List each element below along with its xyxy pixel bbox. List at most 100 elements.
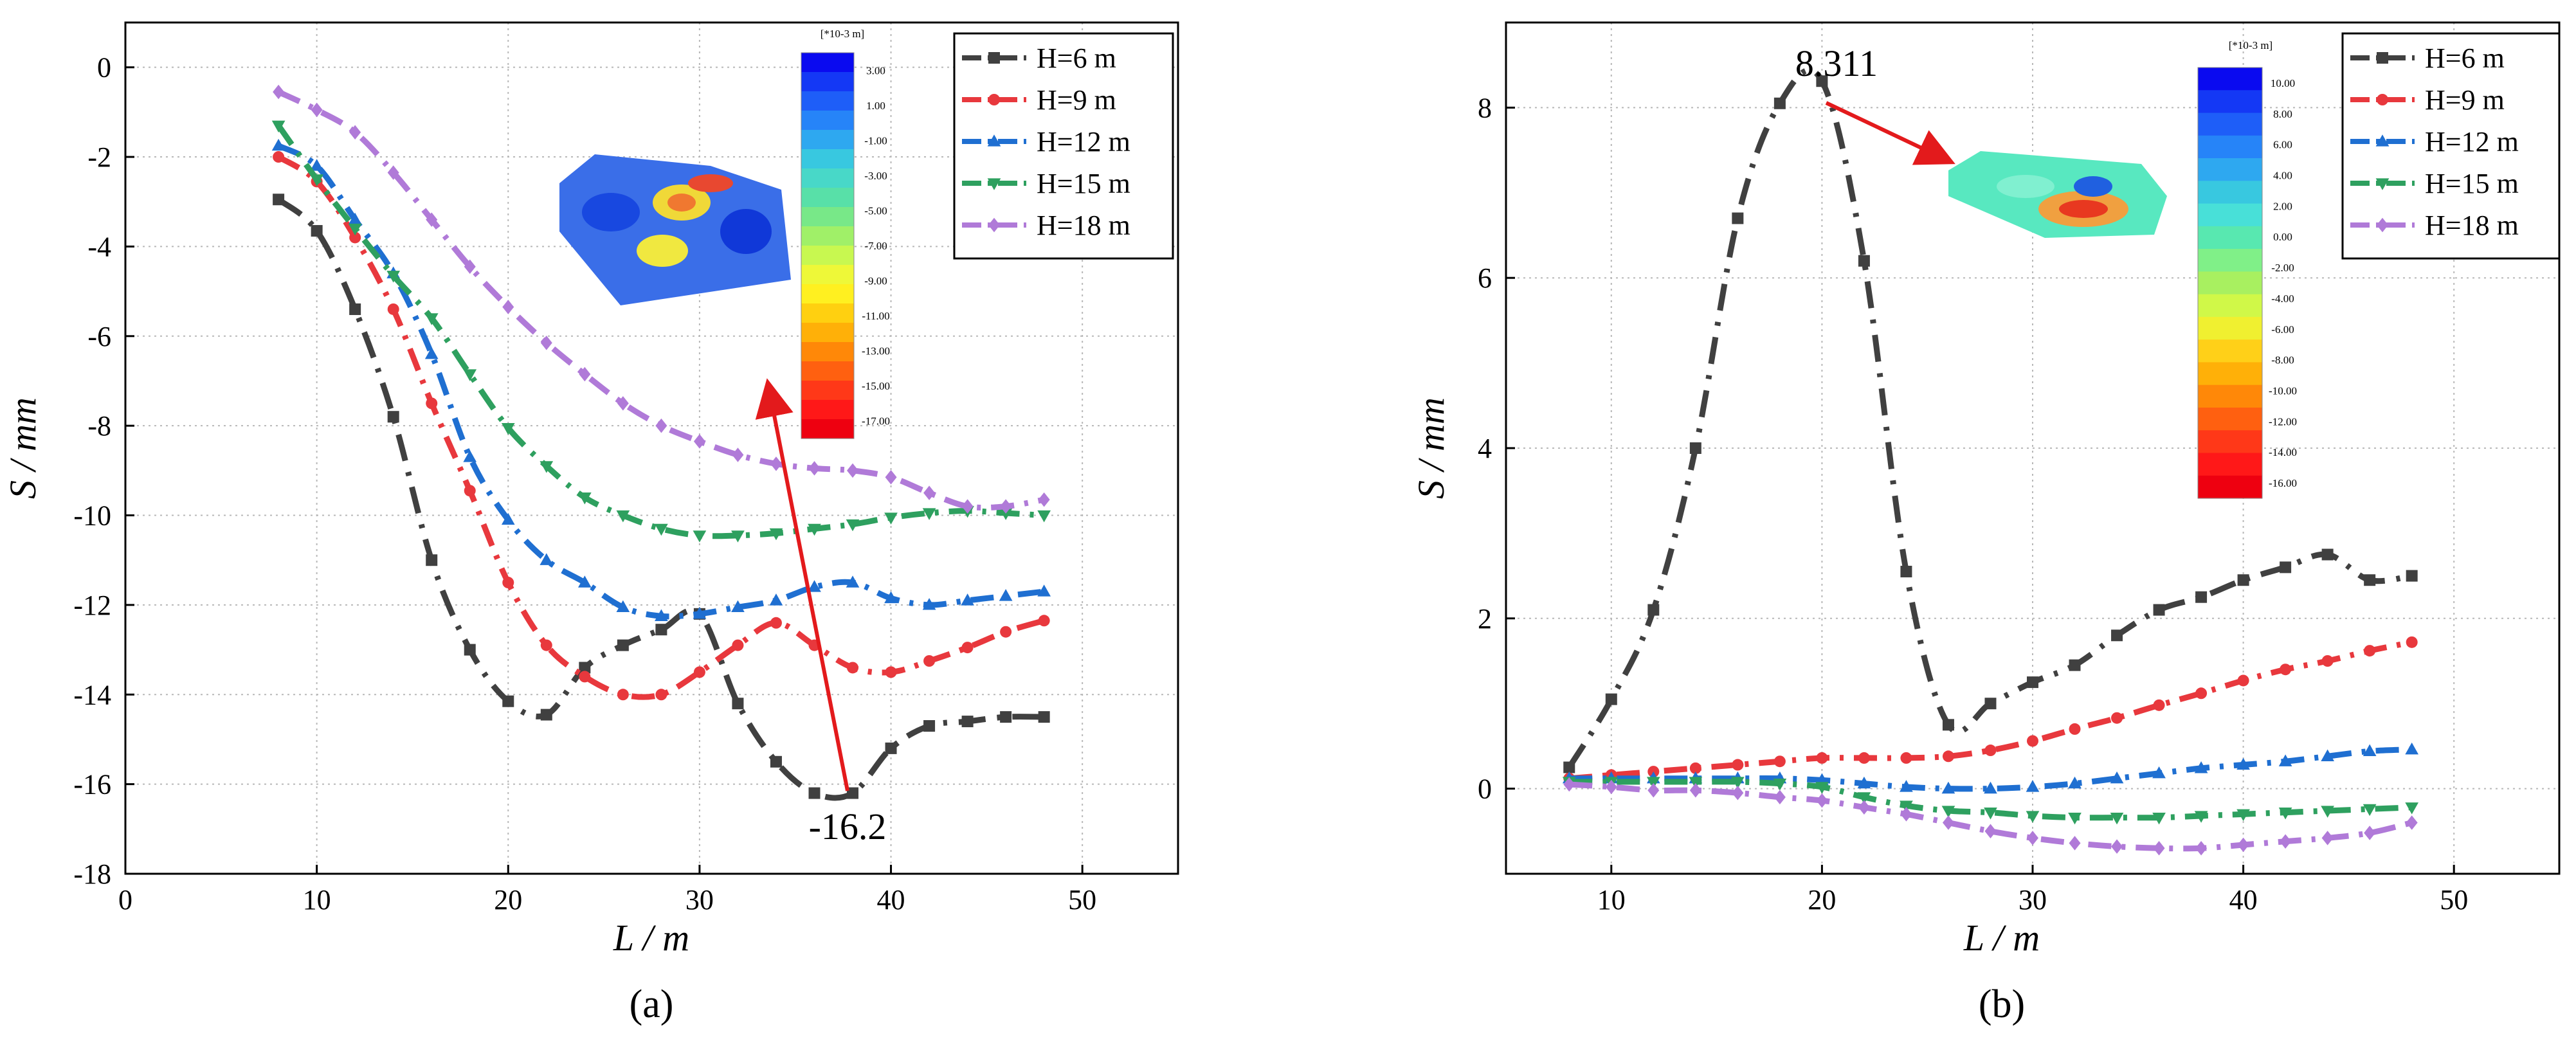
panel-a-data-point-H9 xyxy=(655,689,667,701)
panel-b-series-H6 xyxy=(1563,67,2418,773)
colorbar-label: -4.00 xyxy=(2271,293,2294,305)
panel-a-data-point-H18 xyxy=(847,463,859,478)
panel-b-x-tick-label: 50 xyxy=(2440,884,2468,916)
colorbar-frame xyxy=(2197,67,2263,499)
colorbar-swatch xyxy=(801,53,854,73)
panel-b-data-point-H18 xyxy=(2111,839,2123,854)
panel-b-data-point-H12 xyxy=(1941,781,1955,794)
panel-b-data-point-H18 xyxy=(1816,793,1828,808)
panel-b-x-tick-label: 20 xyxy=(1808,884,1836,916)
panel-a-data-point-H15 xyxy=(922,508,936,520)
panel-a-data-point-H12 xyxy=(769,593,783,606)
panel-b-data-point-H6 xyxy=(2027,676,2038,689)
panel-a-data-point-H15 xyxy=(577,492,592,505)
colorbar-label: -12.00 xyxy=(2269,415,2297,428)
colorbar-unit: [*10-3 m] xyxy=(2229,39,2272,51)
panel-b-data-point-H9 xyxy=(2406,636,2418,648)
panel-a-data-point-H12 xyxy=(424,347,439,359)
colorbar-swatch xyxy=(2198,113,2262,136)
panel-a-data-point-H18 xyxy=(808,461,821,476)
legend-marker-H9 xyxy=(988,94,1000,105)
panel-a-data-point-H6 xyxy=(1000,711,1012,723)
legend-label-H6: H=6 m xyxy=(1037,42,1116,74)
panel-a-chart: 0 10 20 30 40 50 0 -2 -4 -6 -8 -10 -12 -14 -16 -18 S / m… xyxy=(2,21,1179,1026)
panel-a-data-point-H6 xyxy=(847,787,859,799)
panel-a-data-point-H9 xyxy=(693,666,705,678)
panel-b-y-tick-label: 8 xyxy=(1478,92,1492,123)
panel-b-data-point-H15 xyxy=(1900,800,1913,813)
panel-b-x-tick-label: 30 xyxy=(2018,884,2047,916)
panel-a-contour-colorbar: [*10-3 m] 3.00 1.00 -1.00 -3.00 -5.00 -7.00 -9.… xyxy=(801,28,890,439)
panel-b-data-point-H9 xyxy=(2195,687,2208,700)
panel-a-data-point-H6 xyxy=(311,225,323,237)
panel-b-data-point-H18 xyxy=(2406,815,2418,830)
panel-a-x-tick-label: 20 xyxy=(494,884,522,916)
panel-b-data-point-H9 xyxy=(1942,750,1954,763)
colorbar-swatch xyxy=(2198,226,2262,249)
legend-label-H15: H=15 m xyxy=(2425,168,2519,199)
panel-a-data-point-H6 xyxy=(1038,711,1050,723)
panel-b-data-point-H15 xyxy=(1773,779,1787,791)
panel-b-data-point-H6 xyxy=(1942,719,1954,731)
panel-a-data-point-H6 xyxy=(655,624,667,636)
panel-b-data-point-H6 xyxy=(2195,591,2208,603)
panel-b-contour-inset xyxy=(1948,151,2167,238)
panel-b-data-point-H15 xyxy=(2236,809,2250,822)
panel-b-data-point-H12 xyxy=(1900,780,1913,792)
panel-b-data-point-H12 xyxy=(2026,780,2040,792)
colorbar-label: -7.00 xyxy=(864,240,887,252)
panel-a-data-point-H6 xyxy=(770,755,782,768)
panel-a-x-tick-label: 10 xyxy=(303,884,331,916)
panel-a-data-point-H12 xyxy=(310,159,323,171)
panel-b-data-point-H18 xyxy=(1605,779,1617,795)
panel-a-data-point-H15 xyxy=(501,422,515,435)
panel-b-y-tick-label: 0 xyxy=(1478,773,1492,805)
panel-b-data-point-H15 xyxy=(2068,812,2082,825)
colorbar-swatch xyxy=(801,419,854,439)
panel-a-data-point-H18 xyxy=(923,485,936,500)
panel-b-data-point-H9 xyxy=(2321,655,2334,667)
panel-a-y-tick-label: -6 xyxy=(87,321,111,352)
panel-b-data-point-H15 xyxy=(2321,806,2334,818)
panel-a-series-line-H18 xyxy=(277,89,1045,511)
legend-label-H15: H=15 m xyxy=(1037,168,1130,199)
panel-a-data-point-H18 xyxy=(349,125,361,140)
panel-a-x-axis-label: L / m xyxy=(613,917,689,959)
panel-a-data-point-H12 xyxy=(501,512,515,525)
panel-b-data-point-H6 xyxy=(1773,97,1786,109)
panel-b-data-point-H6 xyxy=(1816,75,1828,87)
panel-b-data-point-H15 xyxy=(2278,808,2292,820)
panel-b-data-point-H18 xyxy=(2280,834,2292,849)
panel-a-data-point-H18 xyxy=(311,102,323,118)
legend-marker-H18 xyxy=(988,217,1000,233)
panel-b-data-point-H6 xyxy=(1900,565,1912,577)
panel-a-data-point-H18 xyxy=(579,366,591,382)
colorbar-swatch xyxy=(801,111,854,131)
panel-b-data-point-H15 xyxy=(1857,792,1871,804)
panel-b-x-tick-label: 10 xyxy=(1597,884,1626,916)
panel-a-y-tick-label: 0 xyxy=(97,52,111,84)
colorbar-swatch xyxy=(801,226,854,246)
legend-label-H12: H=12 m xyxy=(2425,126,2519,158)
panel-a-data-point-H15 xyxy=(616,510,630,523)
panel-a-y-axis-label: S / mm xyxy=(2,397,44,499)
panel-a-data-point-H12 xyxy=(1037,584,1051,597)
panel-a-data-point-H9 xyxy=(885,666,897,678)
contour-blob xyxy=(720,209,772,254)
panel-a-data-point-H9 xyxy=(732,639,744,651)
panel-b-data-point-H12 xyxy=(2405,742,2419,755)
panel-a-data-point-H12 xyxy=(808,580,821,592)
colorbar-label: 3.00 xyxy=(866,64,885,77)
colorbar-swatch xyxy=(801,72,854,92)
panel-b-data-point-H18 xyxy=(1984,824,1997,839)
panel-b-data-point-H9 xyxy=(1858,752,1870,764)
panel-a-data-point-H9 xyxy=(387,303,399,315)
panel-b-data-point-H12 xyxy=(2194,761,2208,773)
panel-a-y-tick-label: -8 xyxy=(87,410,111,442)
panel-a-series-line-H6 xyxy=(277,197,1044,801)
panel-a-data-point-H9 xyxy=(579,671,591,683)
panel-b-data-point-H18 xyxy=(1858,800,1870,815)
panel-a-data-point-H15 xyxy=(769,528,783,541)
panel-a-data-point-H6 xyxy=(617,639,629,651)
